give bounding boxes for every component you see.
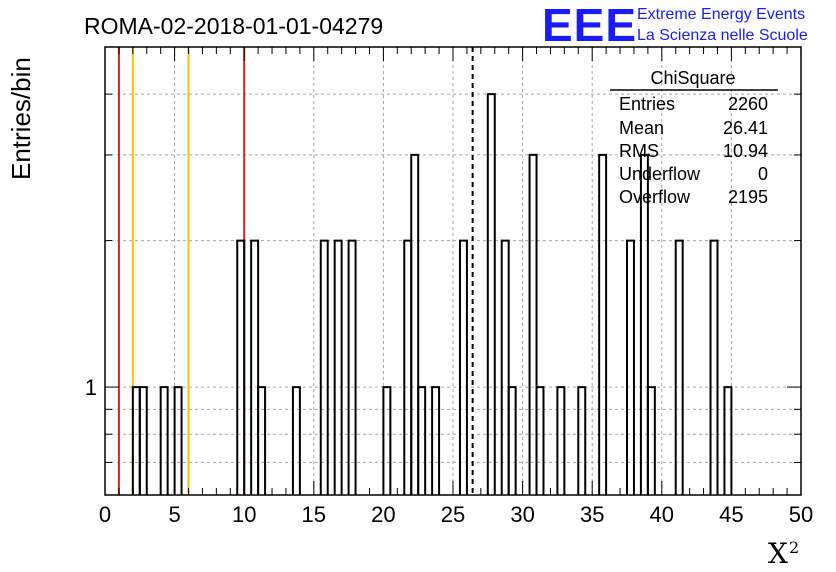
x-axis-label-sup: 2 <box>789 538 799 557</box>
histogram-bar <box>528 153 538 495</box>
histogram-bar <box>626 239 635 495</box>
histogram-bar <box>674 239 684 495</box>
stats-value-rms: 10.94 <box>723 141 768 161</box>
histogram-bar <box>556 386 566 495</box>
stats-value-underflow: 0 <box>758 164 768 184</box>
histogram-bar <box>257 386 267 495</box>
histogram-bar <box>131 386 141 495</box>
grid <box>105 47 801 496</box>
stats-label-rms: RMS <box>619 141 659 161</box>
stats-label-mean: Mean <box>619 118 664 138</box>
histogram-bars <box>131 93 733 495</box>
histogram-bar <box>507 386 517 495</box>
x-tick-label: 20 <box>371 502 395 527</box>
x-tick-label: 45 <box>719 502 743 527</box>
x-tick-label: 0 <box>99 502 111 527</box>
histogram-bar <box>138 386 148 495</box>
histogram-bar <box>458 239 468 495</box>
histogram-bar <box>382 386 392 495</box>
histogram-bar <box>431 386 441 495</box>
histogram-bar <box>319 239 329 495</box>
x-tick-label: 5 <box>168 502 180 527</box>
histogram-bar <box>709 239 719 495</box>
histogram-bar <box>639 153 649 495</box>
histogram-bar <box>291 386 301 495</box>
histogram-bar <box>333 239 343 495</box>
histogram-bar <box>159 386 169 495</box>
y-axis-label: Entries/bin <box>6 57 36 180</box>
x-tick-label: 25 <box>441 502 465 527</box>
stats-title: ChiSquare <box>650 68 735 88</box>
histogram-bar <box>236 239 246 495</box>
eee-logo-mark: EEE <box>542 0 637 51</box>
x-tick-label: 10 <box>232 502 256 527</box>
stats-box: ChiSquare Entries 2260 Mean 26.41 RMS 10… <box>610 68 778 207</box>
histogram-bar <box>598 153 608 495</box>
stats-value-overflow: 2195 <box>728 187 768 207</box>
histogram-bar <box>486 93 496 495</box>
x-axis-label: X 2 <box>768 537 799 570</box>
histogram-bar <box>250 239 260 495</box>
y-tick-labels: 1 <box>85 375 97 400</box>
histogram-bar <box>500 239 510 495</box>
eee-logo-line1: Extreme Energy Events <box>637 6 805 23</box>
reference-lines <box>117 47 474 495</box>
x-tick-label: 30 <box>510 502 534 527</box>
stats-value-mean: 26.41 <box>723 118 768 138</box>
x-axis-label-base: X <box>768 537 788 570</box>
histogram-bar <box>723 386 733 495</box>
stats-label-overflow: Overflow <box>619 187 691 207</box>
x-tick-label: 40 <box>650 502 674 527</box>
histogram-bar <box>173 386 183 495</box>
histogram-bar <box>410 153 420 495</box>
histogram-bar <box>417 386 427 495</box>
x-tick-label: 50 <box>789 502 813 527</box>
histogram-bar <box>403 239 413 495</box>
y-tick-label: 1 <box>85 375 97 400</box>
stats-label-entries: Entries <box>619 94 675 114</box>
chart-title: ROMA-02-2018-01-01-04279 <box>84 13 383 39</box>
eee-logo-line2: La Scienza nelle Scuole <box>637 27 808 44</box>
x-tick-label: 15 <box>302 502 326 527</box>
histogram-bar <box>347 239 357 495</box>
plot-frame <box>104 46 802 496</box>
histogram-bar <box>646 386 656 495</box>
x-tick-label: 35 <box>580 502 604 527</box>
histogram-bar <box>535 386 545 495</box>
eee-logo: EEE Extreme Energy Events La Scienza nel… <box>542 0 808 51</box>
stats-label-underflow: Underflow <box>619 164 701 184</box>
x-tick-labels: 0 5 10 15 20 25 30 35 40 45 50 <box>99 502 813 527</box>
stats-value-entries: 2260 <box>728 94 768 114</box>
histogram-bar <box>577 386 587 495</box>
